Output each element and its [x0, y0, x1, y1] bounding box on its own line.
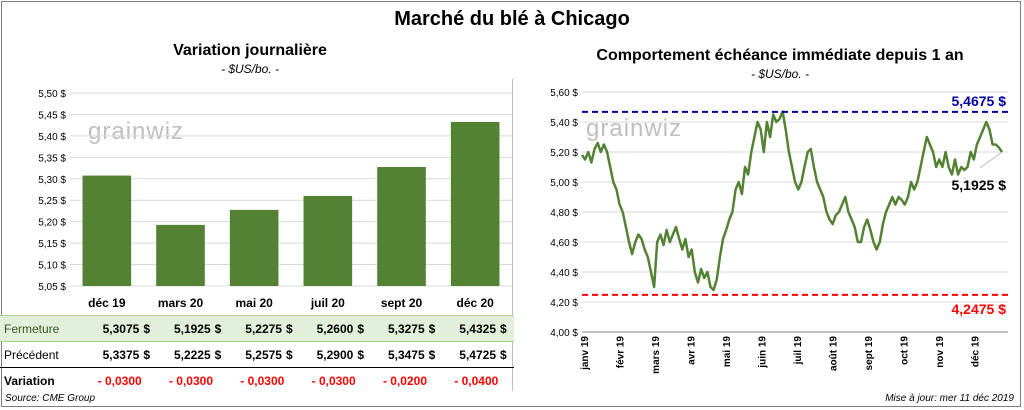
- table-cell: 5,4725: [442, 341, 500, 368]
- update-note: Mise à jour: mer 11 déc 2019: [885, 393, 1014, 404]
- y-tick-label: 5,45 $: [38, 110, 66, 121]
- bar-chart-unit: - $US/bo. -: [220, 62, 280, 76]
- x-tick-label: déc 20: [456, 296, 494, 310]
- table-cell: 5,2275: [228, 315, 286, 342]
- x-tick-label: avr 19: [687, 336, 698, 365]
- y-tick-label: 5,10 $: [38, 261, 66, 272]
- table-cell: 5,2575: [228, 341, 286, 368]
- table-cell: 5,3375: [86, 341, 144, 368]
- page-title: Marché du blé à Chicago: [394, 8, 630, 30]
- currency-suffix: $: [357, 315, 372, 342]
- last-value-label: 5,1925 $: [952, 177, 1007, 193]
- low-label: 4,2475 $: [952, 301, 1007, 317]
- series-line: [580, 110, 1004, 292]
- table-cell: 5,2225: [157, 341, 215, 368]
- bar: [82, 175, 132, 286]
- bar: [229, 209, 279, 286]
- x-tick-label: janv 19: [580, 336, 591, 371]
- y-tick-label: 4,00 $: [550, 328, 578, 339]
- table-cell: - 0,0400: [454, 373, 499, 388]
- currency-suffix: $: [428, 315, 443, 342]
- line-chart: 4,00 $ 4,20 $ 4,40 $ 4,60 $ 4,80 $ 5,00 $ 5,20…: [550, 88, 1008, 374]
- y-tick-label: 4,20 $: [550, 298, 578, 309]
- x-tick-label: mars 20: [158, 296, 204, 310]
- high-label: 5,4675 $: [952, 93, 1007, 109]
- table-cell: - 0,0200: [382, 373, 427, 388]
- table-cell: 5,1925: [157, 315, 215, 342]
- table-row-previous: Précédent 5,3375 $ 5,2225 $ 5,2575 $ 5,2900…: [0, 341, 514, 368]
- panel-divider: [512, 79, 513, 391]
- currency-suffix: $: [500, 341, 514, 368]
- y-tick-label: 5,30 $: [38, 175, 66, 186]
- bar: [377, 166, 426, 286]
- row-label: Variation: [4, 373, 55, 388]
- bar-chart: 5,05 $ 5,10 $ 5,15 $ 5,20 $ 5,25 $ 5,30 $ 5,35…: [38, 89, 512, 310]
- x-tick-label: mai 20: [235, 296, 273, 310]
- table-cell: - 0,0300: [240, 373, 285, 388]
- line-chart-unit: - $US/bo. -: [750, 67, 810, 81]
- x-tick-label: déc 19: [971, 336, 982, 368]
- x-tick-label: mai 19: [722, 336, 733, 368]
- row-label: Précédent: [0, 341, 86, 368]
- y-tick-label: 5,40 $: [38, 132, 66, 143]
- price-table: Fermeture 5,3075 $ 5,1925 $ 5,2275 $ 5,2600…: [0, 315, 514, 393]
- source-note: Source: CME Group: [5, 393, 96, 404]
- x-tick-label: juil 20: [310, 296, 345, 310]
- y-tick-label: 5,00 $: [550, 178, 578, 189]
- currency-suffix: $: [285, 341, 300, 368]
- y-tick-label: 4,40 $: [550, 268, 578, 279]
- table-cell: 5,3275: [371, 315, 429, 342]
- table-cell: 5,2900: [299, 341, 358, 368]
- row-label: Fermeture: [0, 315, 86, 342]
- table-row-close: Fermeture 5,3075 $ 5,1925 $ 5,2275 $ 5,2600…: [0, 315, 514, 342]
- table-cell: - 0,0300: [97, 373, 142, 388]
- currency-suffix: $: [500, 315, 514, 342]
- grainwiz-logo-right: grainwiz: [586, 115, 683, 142]
- grainwiz-logo: grainwiz: [88, 118, 185, 145]
- x-tick-label: juin 19: [758, 336, 769, 369]
- x-tick-label: oct 19: [900, 336, 911, 365]
- table-cell: 5,3075: [86, 315, 144, 342]
- y-tick-label: 5,40 $: [550, 118, 578, 129]
- bar-chart-title: Variation journalière: [173, 42, 327, 59]
- table-cell: 5,3475: [371, 341, 429, 368]
- currency-suffix: $: [214, 341, 229, 368]
- y-tick-label: 5,15 $: [38, 239, 66, 250]
- currency-suffix: $: [214, 315, 229, 342]
- y-tick-label: 5,60 $: [550, 88, 578, 99]
- y-tick-label: 5,20 $: [38, 218, 66, 229]
- x-tick-label: févr 19: [616, 336, 627, 369]
- table-cell: 5,2600: [299, 315, 358, 342]
- y-tick-label: 5,05 $: [38, 282, 66, 293]
- y-tick-label: 4,60 $: [550, 238, 578, 249]
- last-value-leader: [979, 151, 1003, 169]
- currency-suffix: $: [285, 315, 300, 342]
- currency-suffix: $: [428, 341, 443, 368]
- y-tick-label: 5,25 $: [38, 196, 66, 207]
- bar: [156, 224, 205, 286]
- x-tick-label: juil 19: [793, 336, 804, 366]
- x-tick-label: nov 19: [935, 336, 946, 368]
- table-cell: - 0,0300: [311, 373, 356, 388]
- x-tick-label: sept 19: [864, 336, 875, 371]
- x-tick-label: sept 20: [381, 296, 423, 310]
- y-tick-label: 4,80 $: [550, 208, 578, 219]
- y-tick-label: 5,35 $: [38, 153, 66, 164]
- line-chart-title: Comportement échéance immédiate depuis 1…: [596, 47, 964, 64]
- y-tick-label: 5,50 $: [38, 89, 66, 100]
- table-row-variation: Variation - 0,0300 - 0,0300 - 0,0300 - 0…: [0, 368, 514, 394]
- currency-suffix: $: [357, 341, 372, 368]
- y-tick-label: 5,20 $: [550, 148, 578, 159]
- currency-suffix: $: [143, 315, 158, 342]
- bar: [303, 195, 353, 286]
- bar: [450, 121, 500, 286]
- x-tick-label: déc 19: [88, 296, 126, 310]
- table-cell: 5,4325: [442, 315, 500, 342]
- x-tick-label: août 19: [829, 336, 840, 371]
- currency-suffix: $: [143, 341, 158, 368]
- table-cell: - 0,0300: [168, 373, 214, 388]
- x-tick-label: mars 19: [651, 336, 662, 374]
